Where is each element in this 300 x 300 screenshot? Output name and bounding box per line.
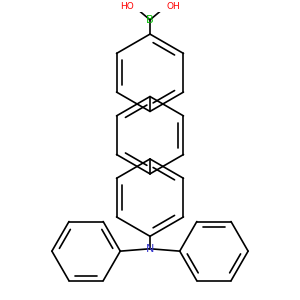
Text: B: B	[146, 15, 154, 25]
Text: OH: OH	[167, 2, 180, 11]
Text: N: N	[146, 244, 154, 254]
Text: HO: HO	[120, 2, 134, 11]
